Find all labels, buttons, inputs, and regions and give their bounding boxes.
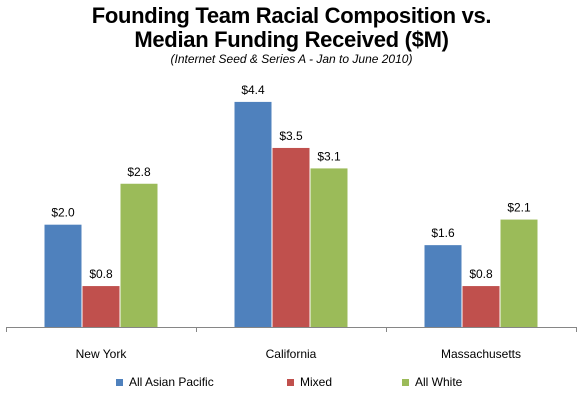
legend-label: Mixed [300,375,333,389]
legend: All Asian Pacific Mixed All White [0,374,583,392]
legend-swatch [287,378,294,386]
bar-california-mixed [272,147,310,327]
data-label-new-york-all-white: $2.8 [127,165,151,179]
legend-item-mixed: Mixed [287,374,332,390]
data-label-california-mixed: $3.5 [279,129,303,143]
data-label-new-york-mixed: $0.8 [89,267,113,281]
chart-subtitle: (Internet Seed & Series A - Jan to June … [170,52,413,66]
chart-title-line1: Founding Team Racial Composition vs. [91,3,492,28]
legend-swatch [116,378,123,386]
legend-item-all-white: All White [402,374,462,390]
bar-massachusetts-all-asian-pacific [424,245,462,327]
chart-title-line2: Median Funding Received ($M) [134,27,449,52]
legend-item-all-asian-pacific: All Asian Pacific [116,374,214,390]
x-tick-label-california: California [266,347,317,361]
bar-new-york-mixed [82,286,120,327]
bars-group [44,101,538,327]
bar-new-york-all-white [120,183,158,327]
bar-massachusetts-mixed [462,286,500,327]
data-label-new-york-all-asian-pacific: $2.0 [51,206,75,220]
legend-label: All Asian Pacific [129,375,214,389]
data-label-massachusetts-all-asian-pacific: $1.6 [431,226,455,240]
bar-new-york-all-asian-pacific [44,224,82,327]
x-tick-label-massachusetts: Massachusetts [441,347,521,361]
data-label-california-all-white: $3.1 [317,149,341,163]
bar-california-all-asian-pacific [234,101,272,327]
data-label-massachusetts-mixed: $0.8 [469,267,493,281]
data-label-california-all-asian-pacific: $4.4 [241,83,265,97]
data-labels-group: $2.0 $0.8 $2.8 $4.4 $3.5 $3.1 $1.6 $0.8 $2.1 [51,83,531,281]
legend-label: All White [415,375,463,389]
x-tick-label-new-york: New York [76,347,128,361]
x-axis: New York California Massachusetts [6,327,577,361]
bar-california-all-white [310,168,348,327]
legend-swatch [402,378,409,386]
data-label-massachusetts-all-white: $2.1 [507,201,531,215]
bar-massachusetts-all-white [500,219,538,327]
